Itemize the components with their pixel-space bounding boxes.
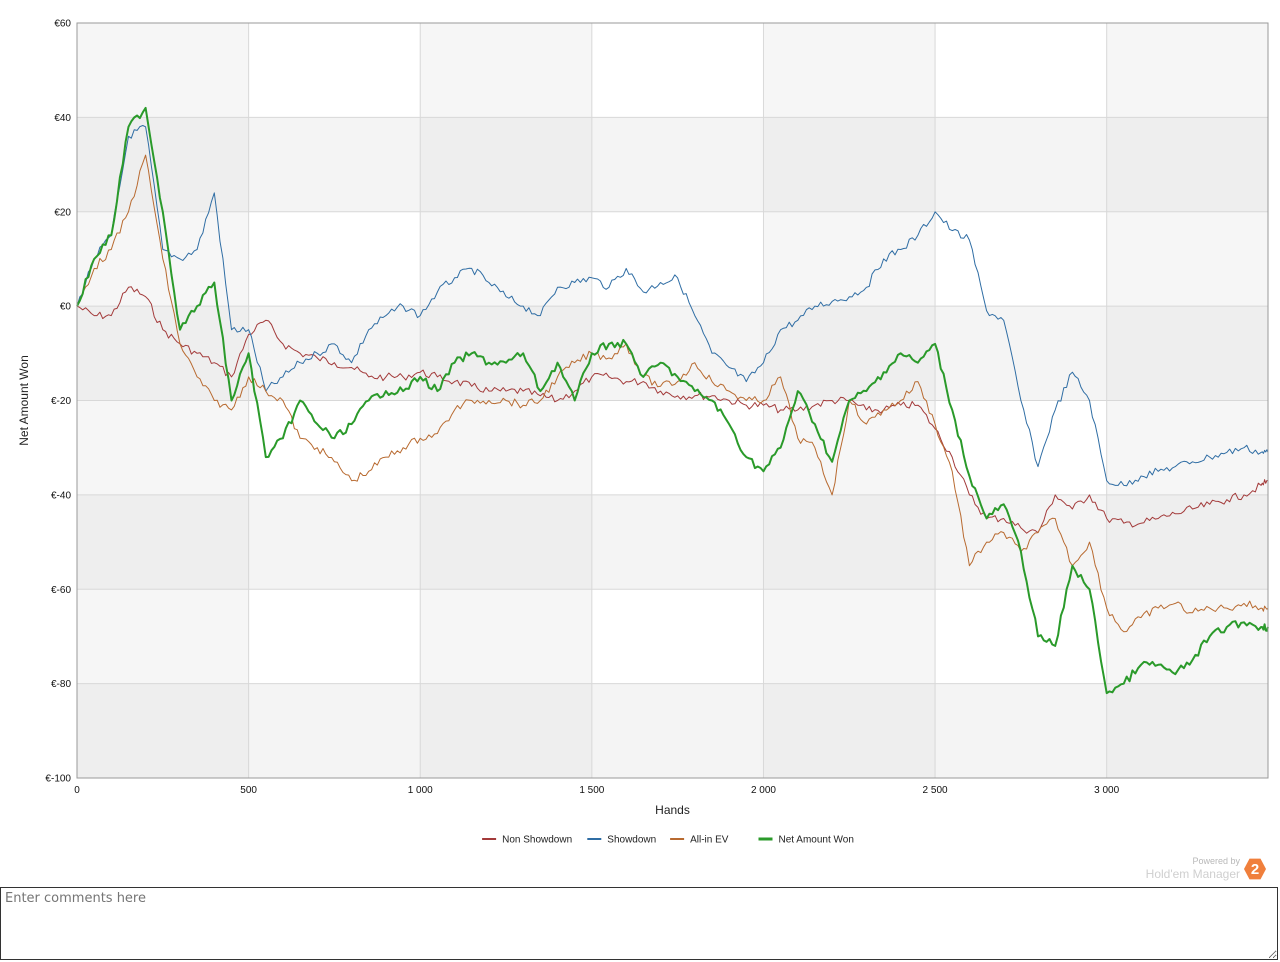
plot-band bbox=[591, 306, 764, 401]
plot-band bbox=[77, 23, 249, 118]
plot-band bbox=[248, 400, 421, 495]
plot-band bbox=[591, 400, 764, 495]
y-tick-label: €-80 bbox=[51, 679, 71, 690]
plot-band bbox=[591, 589, 764, 684]
powered-by-brand: Hold'em Manager bbox=[1145, 867, 1240, 881]
legend-label: Showdown bbox=[607, 835, 656, 846]
plot-bands bbox=[77, 23, 1268, 778]
x-axis-ticks: 0 500 1 000 1 500 2 000 2 500 3 000 bbox=[74, 785, 1119, 796]
plot-band bbox=[420, 683, 592, 778]
plot-band bbox=[77, 117, 249, 212]
plot-band bbox=[591, 117, 764, 212]
plot-band bbox=[763, 23, 936, 118]
plot-band bbox=[763, 589, 936, 684]
plot-band bbox=[935, 306, 1107, 401]
plot-band bbox=[591, 211, 764, 307]
series-line-showdown bbox=[76, 125, 1269, 487]
plot-band bbox=[763, 306, 936, 401]
plot-band bbox=[935, 211, 1107, 307]
x-tick-label: 2 000 bbox=[751, 785, 776, 796]
plot-band bbox=[935, 589, 1107, 684]
plot-band bbox=[763, 400, 936, 495]
net-won-chart: €60 €40 €20 €0 €-20 €-40 €-60 €-80 €-100 0 500 1 0… bbox=[17, 19, 1269, 846]
x-axis-title: Hands bbox=[655, 803, 690, 817]
y-tick-label: €20 bbox=[54, 207, 71, 218]
x-tick-label: 3 000 bbox=[1094, 785, 1119, 796]
plot-band bbox=[420, 23, 592, 118]
plot-band bbox=[248, 589, 421, 684]
series-line-net-amount-won bbox=[76, 106, 1269, 695]
legend-label: All-in EV bbox=[690, 835, 729, 846]
plot-band bbox=[248, 211, 421, 307]
plot-band bbox=[1106, 400, 1268, 495]
y-tick-label: €60 bbox=[54, 19, 71, 30]
y-axis-ticks: €60 €40 €20 €0 €-20 €-40 €-60 €-80 €-100 bbox=[45, 19, 71, 785]
plot-band bbox=[420, 211, 592, 307]
plot-band bbox=[763, 683, 936, 778]
plot-band bbox=[77, 494, 249, 590]
plot-band bbox=[1106, 589, 1268, 684]
y-tick-label: €0 bbox=[60, 302, 72, 313]
hm2-logo-icon: 2 bbox=[1244, 858, 1266, 880]
plot-band bbox=[1106, 211, 1268, 307]
plot-band bbox=[77, 683, 249, 778]
y-tick-label: €-100 bbox=[45, 774, 71, 785]
plot-band bbox=[77, 306, 249, 401]
plot-band bbox=[591, 494, 764, 590]
plot-band bbox=[1106, 117, 1268, 212]
x-tick-label: 2 500 bbox=[923, 785, 948, 796]
y-tick-label: €-60 bbox=[51, 585, 71, 596]
powered-by-text: Powered by bbox=[1192, 856, 1240, 866]
plot-band bbox=[420, 117, 592, 212]
y-tick-label: €-20 bbox=[51, 396, 71, 407]
y-tick-label: €40 bbox=[54, 113, 71, 124]
plot-band bbox=[248, 494, 421, 590]
plot-band bbox=[248, 23, 421, 118]
x-tick-label: 0 bbox=[74, 785, 80, 796]
plot-band bbox=[420, 306, 592, 401]
plot-band bbox=[935, 117, 1107, 212]
plot-band bbox=[763, 211, 936, 307]
plot-band bbox=[763, 117, 936, 212]
powered-by-badge: Powered by Hold'em Manager 2 bbox=[1140, 855, 1270, 885]
y-axis-title: Net Amount Won bbox=[17, 355, 31, 446]
legend: Non Showdown Showdown All-in EV Net Amount … bbox=[482, 835, 854, 846]
x-tick-label: 1 500 bbox=[579, 785, 604, 796]
plot-band bbox=[591, 683, 764, 778]
plot-band bbox=[763, 494, 936, 590]
plot-band bbox=[591, 23, 764, 118]
comments-textarea[interactable] bbox=[0, 887, 1278, 960]
plot-band bbox=[248, 683, 421, 778]
plot-band bbox=[935, 494, 1107, 590]
legend-label: Non Showdown bbox=[502, 835, 572, 846]
plot-band bbox=[77, 400, 249, 495]
plot-band bbox=[1106, 23, 1268, 118]
plot-band bbox=[420, 494, 592, 590]
series-line-non-showdown bbox=[76, 286, 1269, 534]
plot-band bbox=[1106, 683, 1268, 778]
y-tick-label: €-40 bbox=[51, 490, 71, 501]
series-lines bbox=[76, 106, 1269, 695]
plot-band bbox=[248, 306, 421, 401]
plot-band bbox=[248, 117, 421, 212]
plot-band bbox=[420, 400, 592, 495]
series-line-all-in-ev bbox=[76, 154, 1269, 633]
plot-band bbox=[935, 400, 1107, 495]
x-tick-label: 500 bbox=[240, 785, 257, 796]
plot-band bbox=[1106, 306, 1268, 401]
x-tick-label: 1 000 bbox=[408, 785, 433, 796]
plot-band bbox=[1106, 494, 1268, 590]
plot-band bbox=[935, 683, 1107, 778]
plot-frame bbox=[76, 22, 1269, 779]
legend-label: Net Amount Won bbox=[779, 835, 854, 846]
plot-band bbox=[935, 23, 1107, 118]
plot-band bbox=[420, 589, 592, 684]
plot-band bbox=[77, 589, 249, 684]
